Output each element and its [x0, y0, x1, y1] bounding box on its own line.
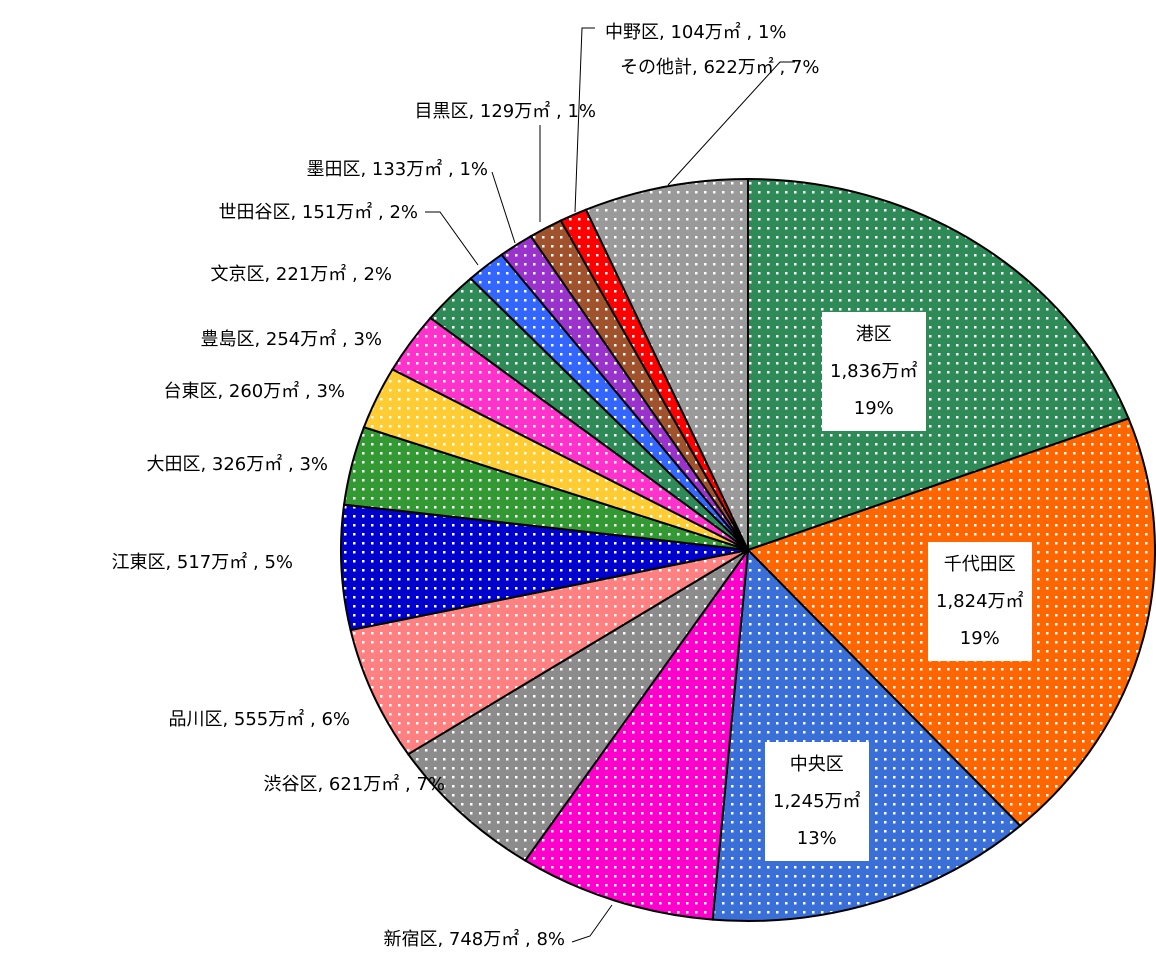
label-part: 3% [299, 454, 328, 475]
label-part: その他計 [620, 57, 703, 78]
label-part: 1,245万㎡ [773, 791, 861, 812]
data-label: 中央区 1,245万㎡ 13% [765, 742, 869, 861]
label-part: 260万㎡ [229, 381, 317, 402]
data-label: 目黒区129万㎡1% [414, 100, 596, 124]
data-label: 渋谷区621万㎡7% [263, 773, 445, 797]
label-part: 2% [389, 202, 418, 223]
label-part: 新宿区 [383, 929, 448, 950]
pie-slice [406, 549, 749, 862]
leader-line [571, 904, 613, 943]
label-part: 151万㎡ [302, 202, 390, 223]
data-label: 新宿区748万㎡8% [383, 928, 565, 952]
leader-line [491, 171, 516, 244]
label-part: 555万㎡ [234, 709, 322, 730]
data-label: 大田区326万㎡3% [146, 453, 328, 477]
label-part: 7% [416, 774, 445, 795]
label-part: 千代田区 [943, 554, 1016, 575]
label-part: 3% [316, 381, 345, 402]
leader-line [667, 61, 795, 186]
data-label: 墨田区133万㎡1% [306, 158, 488, 182]
pie-slice [340, 503, 749, 632]
label-part: 133万㎡ [372, 159, 460, 180]
pie-slice [349, 549, 749, 756]
data-label: 文京区221万㎡2% [210, 263, 392, 287]
label-part: 墨田区 [306, 159, 371, 180]
label-part: 19% [959, 628, 1000, 649]
label-part: 104万㎡ [670, 22, 758, 43]
data-label: 千代田区 1,824万㎡ 19% [928, 542, 1032, 661]
label-part: 大田区 [146, 454, 211, 475]
data-label: 江東区517万㎡5% [111, 551, 293, 575]
label-part: 6% [321, 709, 350, 730]
label-part: 7% [790, 57, 820, 78]
label-part: 622万㎡ [703, 57, 791, 78]
label-part: 豊島区 [200, 329, 265, 350]
data-label: 世田谷区151万㎡2% [218, 201, 418, 225]
label-part: 世田谷区 [218, 202, 301, 223]
label-part: 港区 [855, 324, 892, 345]
leader-line [574, 27, 595, 213]
label-part: 1% [459, 159, 488, 180]
leader-line [425, 211, 479, 266]
label-part: 1,824万㎡ [936, 591, 1024, 612]
label-part: 13% [796, 828, 837, 849]
data-label: 豊島区254万㎡3% [200, 328, 382, 352]
label-part: 中野区 [605, 22, 670, 43]
label-part: 621万㎡ [329, 774, 417, 795]
label-part: 3% [353, 329, 382, 350]
label-part: 129万㎡ [480, 101, 568, 122]
label-part: 1,836万㎡ [830, 361, 918, 382]
label-part: 748万㎡ [449, 929, 537, 950]
label-part: 江東区 [111, 552, 176, 573]
label-part: 19% [853, 398, 894, 419]
data-label: その他計622万㎡7% [620, 56, 820, 80]
label-part: 517万㎡ [177, 552, 265, 573]
label-part: 文京区 [210, 264, 275, 285]
data-label: 品川区555万㎡6% [168, 708, 350, 732]
label-part: 221万㎡ [276, 264, 364, 285]
label-part: 台東区 [163, 381, 228, 402]
data-label: 中野区104万㎡1% [605, 21, 787, 45]
label-part: 5% [264, 552, 293, 573]
data-label: 台東区260万㎡3% [163, 380, 345, 404]
data-label: 港区 1,836万㎡ 19% [822, 312, 926, 431]
label-part: 2% [363, 264, 392, 285]
label-part: 渋谷区 [263, 774, 328, 795]
pie-slice [747, 177, 1130, 552]
label-part: 326万㎡ [212, 454, 300, 475]
label-part: 254万㎡ [266, 329, 354, 350]
label-part: 品川区 [168, 709, 233, 730]
label-part: 目黒区 [414, 101, 479, 122]
label-part: 1% [567, 101, 596, 122]
pie-slice [523, 546, 750, 921]
label-part: 中央区 [789, 754, 844, 775]
label-part: 1% [757, 22, 787, 43]
pie-slice [584, 177, 749, 551]
label-part: 8% [536, 929, 565, 950]
